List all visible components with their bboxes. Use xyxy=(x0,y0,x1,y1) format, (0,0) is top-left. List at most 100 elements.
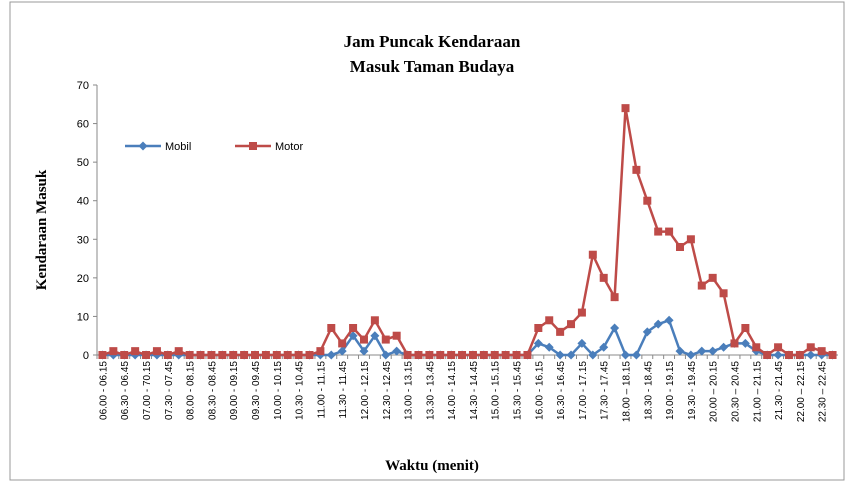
x-tick-label: 16.30 - 16.45 xyxy=(556,361,567,420)
data-point xyxy=(152,347,161,356)
data-point xyxy=(686,235,695,244)
data-point xyxy=(338,339,347,348)
data-point xyxy=(436,351,445,359)
x-tick-label: 20.00 – 20.15 xyxy=(709,361,720,423)
x-tick-label: 18.30 - 18.45 xyxy=(643,361,654,420)
legend-marker xyxy=(249,142,257,150)
data-point xyxy=(806,343,815,352)
y-tick-label: 40 xyxy=(77,196,89,208)
data-point xyxy=(109,347,118,356)
data-point xyxy=(337,346,347,356)
data-point xyxy=(675,243,684,251)
x-tick-label: 08.00 - 08.15 xyxy=(186,361,197,420)
data-point xyxy=(359,346,369,356)
data-point xyxy=(414,351,423,359)
data-point xyxy=(642,327,652,337)
data-point xyxy=(196,351,205,359)
data-point xyxy=(545,316,554,325)
data-point xyxy=(142,351,151,359)
data-point xyxy=(468,351,477,359)
data-point xyxy=(348,331,358,341)
x-tick-label: 06.30 - 06.45 xyxy=(120,361,131,420)
data-point xyxy=(588,350,598,360)
data-point xyxy=(697,281,706,290)
data-point xyxy=(327,324,336,332)
data-point xyxy=(261,351,270,359)
x-tick-label: 09.30 - 09.45 xyxy=(251,361,262,420)
data-point xyxy=(283,351,292,359)
data-point xyxy=(174,347,183,356)
y-tick-label: 30 xyxy=(77,234,89,246)
y-tick-label: 50 xyxy=(77,157,89,169)
x-tick-label: 21.00 – 21.15 xyxy=(752,361,763,423)
data-point xyxy=(370,331,380,341)
x-tick-label: 11.30 - 11.45 xyxy=(338,361,349,419)
y-tick-label: 10 xyxy=(77,311,89,323)
x-tick-label: 17.00 - 17.15 xyxy=(578,361,589,420)
data-point xyxy=(479,351,488,359)
data-point xyxy=(458,351,467,359)
data-point xyxy=(752,343,761,352)
data-point xyxy=(577,338,587,348)
data-point xyxy=(523,351,532,359)
data-point xyxy=(665,227,674,236)
data-point xyxy=(98,351,107,359)
data-point xyxy=(784,351,793,359)
data-point xyxy=(697,346,707,356)
data-point xyxy=(774,343,783,352)
x-tick-label: 14.30 - 14.45 xyxy=(469,361,480,420)
data-point xyxy=(501,351,510,359)
data-point xyxy=(120,351,129,359)
data-point xyxy=(544,342,554,352)
data-point xyxy=(610,293,619,302)
x-tick-label: 12.30 - 12.45 xyxy=(382,361,393,420)
x-tick-label: 13.00 - 13.15 xyxy=(404,361,415,420)
y-tick-label: 60 xyxy=(77,119,89,131)
x-tick-label: 22.00 – 22.15 xyxy=(796,361,807,423)
data-point xyxy=(392,346,402,356)
x-axis-title: Waktu (menit) xyxy=(385,458,479,474)
series-line xyxy=(102,107,833,357)
data-point xyxy=(240,351,249,359)
y-tick-label: 0 xyxy=(83,350,89,362)
data-point xyxy=(316,347,325,356)
x-tick-label: 06.00 - 06.15 xyxy=(98,361,109,420)
data-point xyxy=(185,351,194,359)
x-tick-label: 14.00 - 14.15 xyxy=(447,361,458,420)
data-point xyxy=(740,338,750,348)
chart-title: Masuk Taman Budaya xyxy=(350,57,515,76)
x-tick-label: 10.00 - 10.15 xyxy=(273,361,284,420)
legend-label: Motor xyxy=(275,141,303,153)
x-tick-label: 07.00 - 70.15 xyxy=(142,361,153,420)
x-tick-label: 10.30 - 10.45 xyxy=(295,361,306,420)
y-axis-title: Kendaraan Masuk xyxy=(34,169,50,290)
data-point xyxy=(664,315,674,325)
data-point xyxy=(632,165,641,174)
data-point xyxy=(512,351,521,359)
data-point xyxy=(654,227,663,236)
x-tick-label: 15.00 - 15.15 xyxy=(491,361,502,420)
data-point xyxy=(643,196,652,205)
data-point xyxy=(708,346,718,356)
x-tick-label: 19.30 - 19.45 xyxy=(687,361,698,420)
legend-marker xyxy=(138,141,148,151)
data-point xyxy=(131,347,140,356)
data-point xyxy=(305,351,314,359)
x-tick-label: 13.30 - 13.45 xyxy=(425,361,436,420)
data-point xyxy=(326,350,336,360)
data-point xyxy=(403,351,412,359)
data-point xyxy=(370,316,379,325)
data-point xyxy=(653,319,663,329)
data-point xyxy=(251,351,260,359)
x-tick-label: 22.30 – 22.45 xyxy=(818,361,829,423)
data-point xyxy=(272,351,281,359)
data-point xyxy=(359,335,368,344)
data-point xyxy=(447,351,456,359)
data-point xyxy=(686,350,696,360)
x-tick-label: 08.30 - 08.45 xyxy=(207,361,218,420)
x-tick-label: 21.30 - 21.45 xyxy=(774,361,785,420)
data-point xyxy=(795,351,804,359)
data-point xyxy=(631,350,641,360)
data-point xyxy=(621,104,630,113)
